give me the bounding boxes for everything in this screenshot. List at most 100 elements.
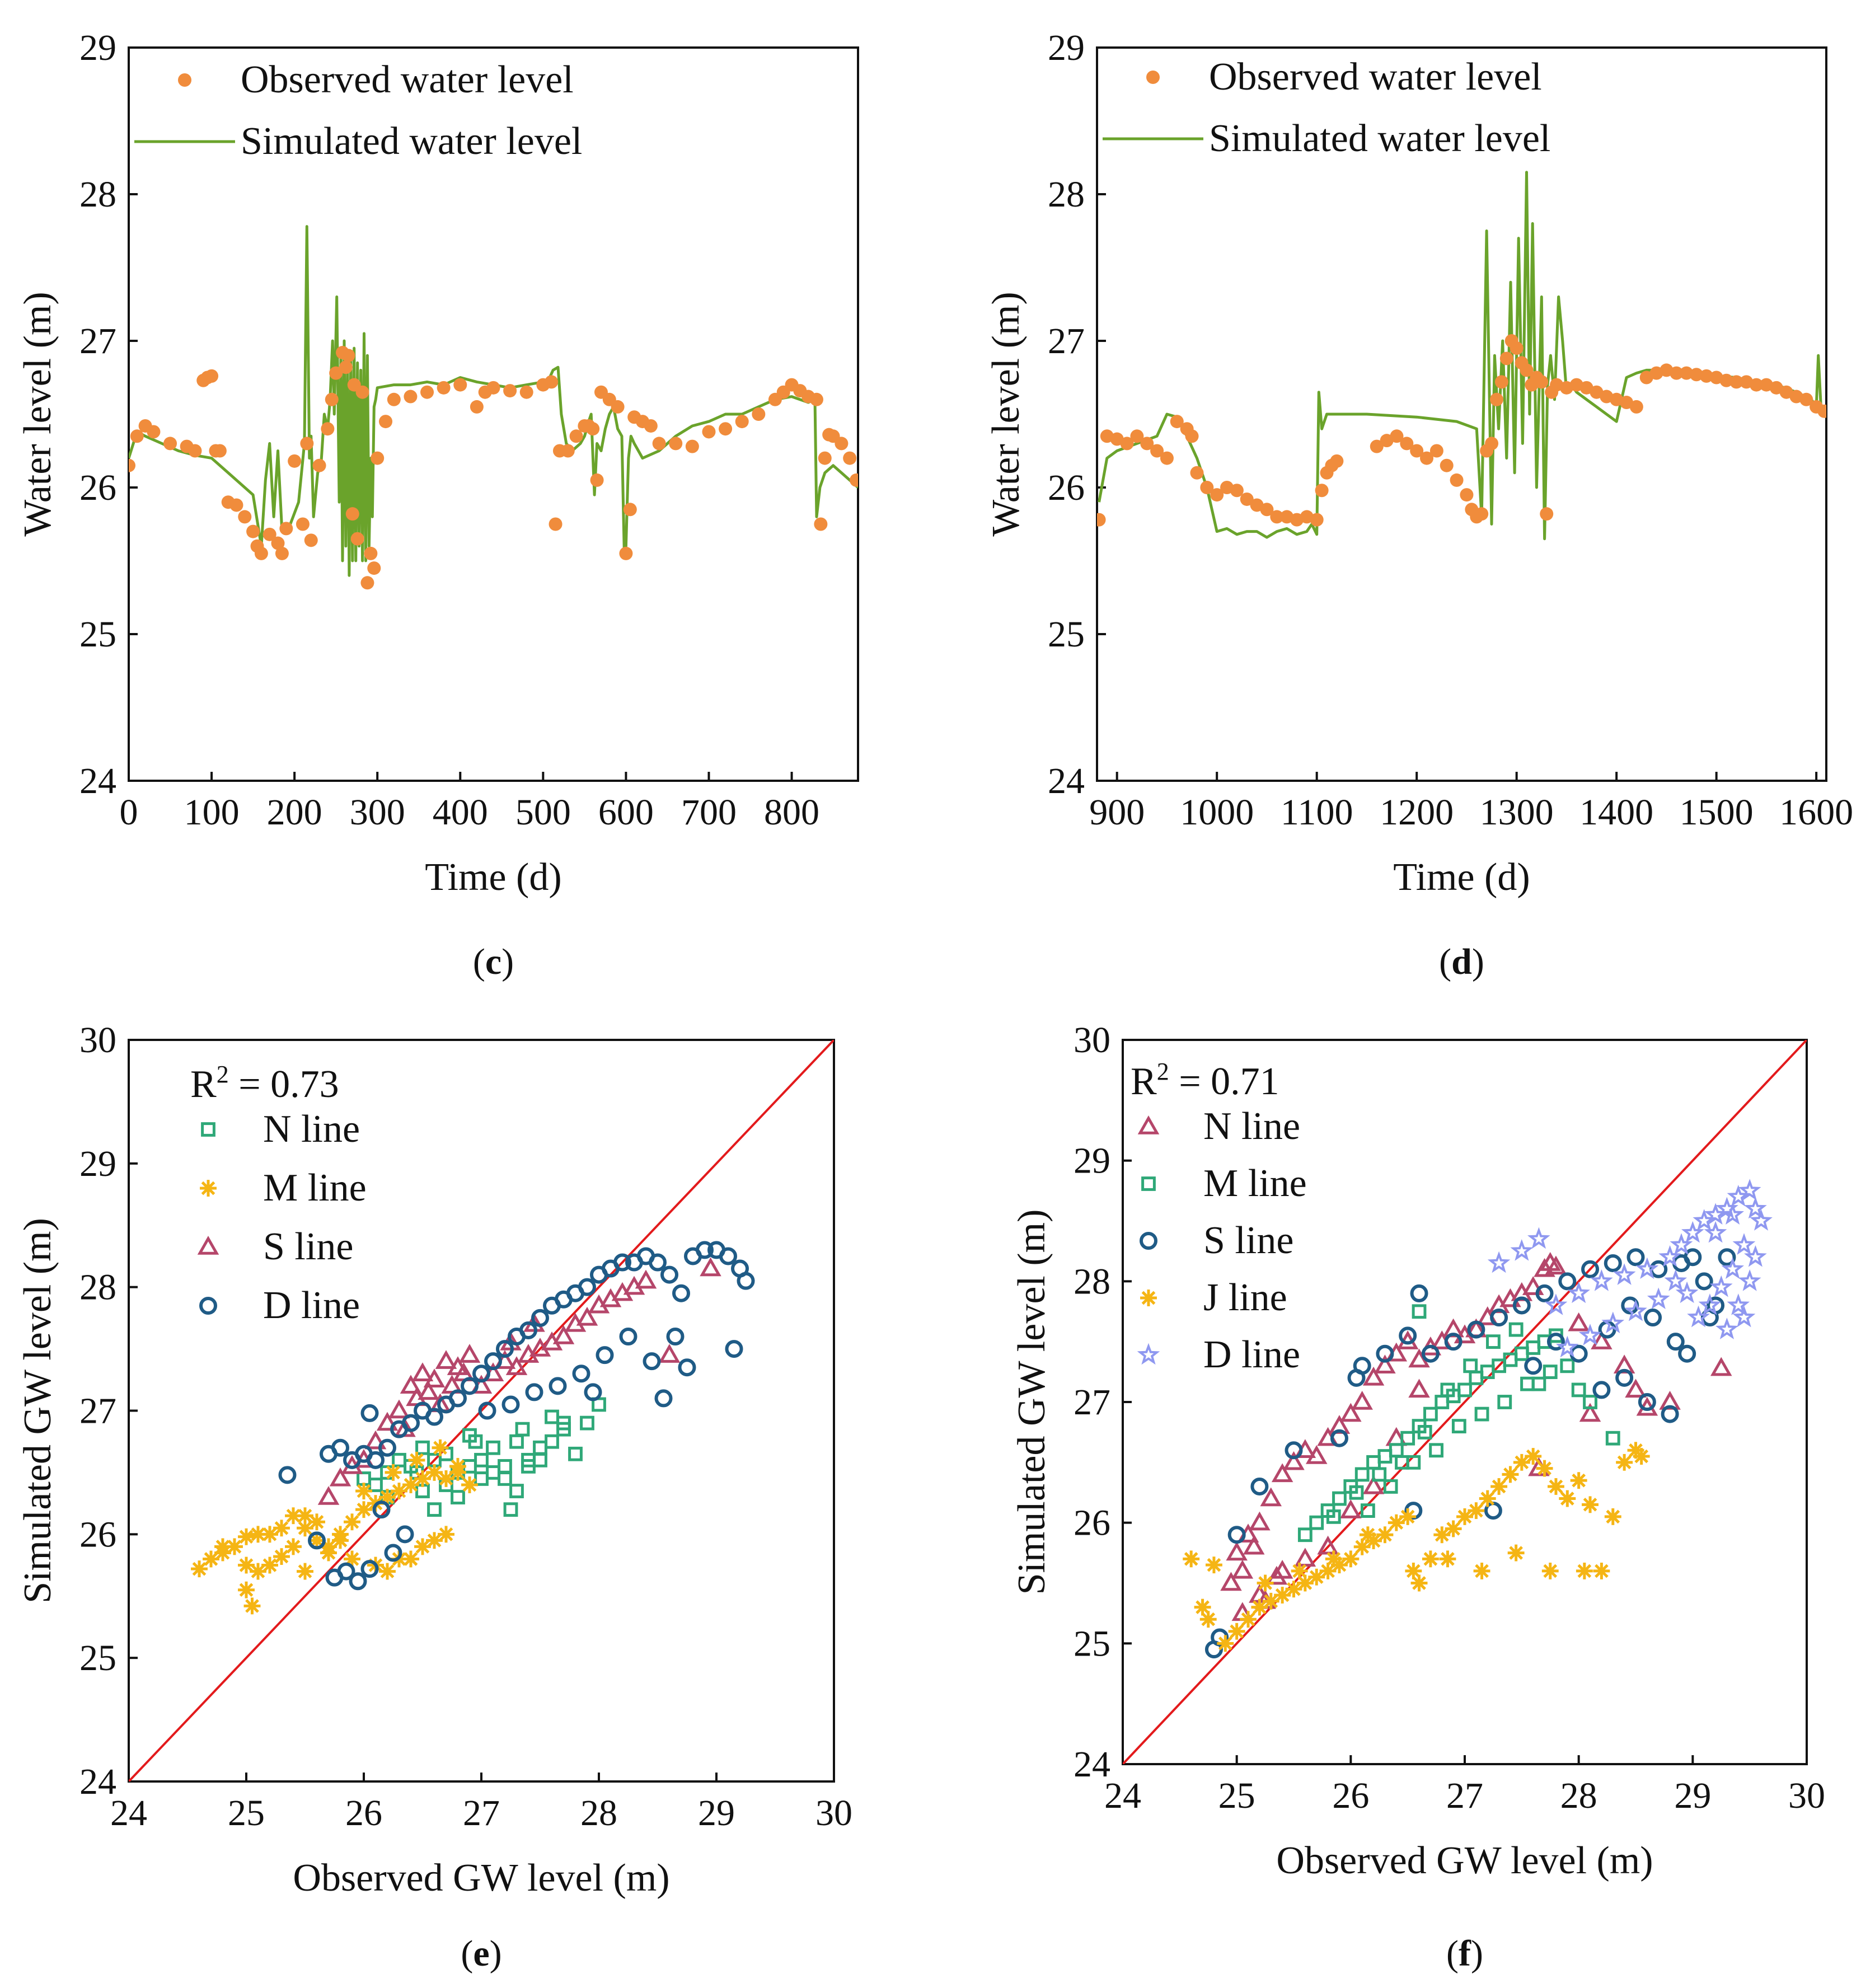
- data-point: [1578, 1324, 1602, 1345]
- data-point: [1633, 1448, 1650, 1465]
- data-point: [1359, 1526, 1376, 1544]
- data-point: [1615, 1368, 1634, 1387]
- x-axis-title: Time (d): [1393, 856, 1530, 899]
- data-point: [1687, 1305, 1710, 1328]
- data-point: [1250, 1477, 1269, 1495]
- data-point: [1721, 1257, 1744, 1279]
- legend-marker: [1137, 1115, 1160, 1134]
- data-point: [531, 1309, 549, 1327]
- data-point: [203, 1550, 219, 1568]
- data-point: [737, 1272, 755, 1290]
- data-point: [1120, 437, 1134, 451]
- data-point: [1699, 369, 1713, 383]
- data-point: [426, 1532, 443, 1549]
- data-point: [1185, 429, 1199, 443]
- data-point: [623, 503, 637, 517]
- x-tick-label: 1100: [1281, 792, 1353, 833]
- data-point: [1309, 1515, 1324, 1530]
- y-tick-label: 27: [79, 321, 116, 362]
- data-point: [451, 1490, 465, 1504]
- y-tick-label: 29: [1048, 27, 1085, 68]
- y-tick-label: 28: [1074, 1261, 1110, 1302]
- legend-label: J line: [1203, 1276, 1287, 1319]
- series-m-line: [1297, 1304, 1620, 1542]
- x-tick-label: 1200: [1380, 792, 1454, 833]
- y-tick-label: 26: [79, 467, 116, 508]
- data-point: [1376, 1526, 1394, 1544]
- data-point: [308, 1531, 326, 1550]
- data-point: [1326, 1509, 1341, 1524]
- data-point: [1205, 1556, 1222, 1574]
- data-point: [1376, 1344, 1394, 1363]
- data-point: [1360, 1503, 1375, 1518]
- x-tick-label: 24: [110, 1793, 147, 1834]
- data-point: [1220, 1572, 1242, 1591]
- data-point: [1571, 1382, 1586, 1398]
- data-point: [1469, 1370, 1484, 1385]
- data-point: [432, 1439, 449, 1456]
- panel-letter: d: [1451, 941, 1472, 982]
- data-point: [509, 1434, 524, 1449]
- data-point: [1297, 1527, 1312, 1542]
- data-point: [835, 437, 849, 451]
- legend-label: S line: [1203, 1219, 1293, 1262]
- data-point: [533, 1440, 547, 1455]
- data-point: [549, 517, 562, 531]
- data-point: [649, 1253, 667, 1272]
- data-point: [312, 458, 326, 472]
- y-tick-label: 25: [79, 614, 116, 655]
- r-squared-label: R2 = 0.71: [1131, 1058, 1279, 1103]
- data-point: [285, 1507, 302, 1525]
- data-point: [572, 1365, 590, 1383]
- data-point: [449, 1389, 467, 1408]
- data-point: [273, 1520, 290, 1537]
- data-point: [660, 1265, 678, 1284]
- panel-d: 900 1000 1100 1200 1300 1400 1500 1600 24 25 26 27 2…: [985, 27, 1853, 982]
- data-point: [1130, 429, 1144, 443]
- data-point: [1353, 1538, 1371, 1555]
- y-axis-title: Water level (m): [16, 292, 59, 536]
- plot-area: [129, 225, 858, 590]
- data-point: [355, 385, 369, 399]
- data-point: [569, 429, 583, 443]
- data-point: [308, 1532, 325, 1549]
- r-squared-symbol: R: [1131, 1060, 1157, 1103]
- x-tick-label: 1300: [1480, 792, 1554, 833]
- data-point: [368, 1478, 383, 1492]
- data-point: [1450, 473, 1464, 487]
- plot-area: [129, 1040, 834, 1781]
- data-point: [474, 1452, 489, 1467]
- data-point: [349, 1572, 367, 1591]
- data-point: [1535, 375, 1549, 389]
- legend-marker: [1146, 71, 1160, 84]
- data-point: [1510, 1239, 1534, 1261]
- data-point: [678, 1358, 696, 1377]
- data-point: [1593, 1562, 1610, 1579]
- y-tick-label: 28: [1048, 174, 1085, 215]
- data-point: [1582, 1496, 1599, 1513]
- data-point: [229, 498, 243, 512]
- data-point: [1231, 1559, 1254, 1579]
- data-point: [1540, 507, 1554, 521]
- data-point: [1170, 415, 1184, 429]
- data-point: [1325, 1550, 1342, 1568]
- data-point: [1395, 1455, 1409, 1470]
- data-point: [360, 576, 374, 590]
- plot-area: [1097, 171, 1826, 541]
- data-point: [458, 1344, 481, 1363]
- data-point: [371, 451, 385, 465]
- x-tick-label: 29: [698, 1793, 735, 1834]
- data-point: [329, 366, 343, 380]
- data-point: [1410, 1284, 1428, 1302]
- data-point: [163, 437, 177, 451]
- data-point: [1150, 444, 1164, 458]
- x-tick-label: 25: [228, 1793, 265, 1834]
- data-point: [1377, 1449, 1393, 1464]
- data-point: [1285, 1441, 1303, 1460]
- panel-letter: c: [485, 941, 501, 982]
- data-point: [1421, 1344, 1440, 1363]
- data-point: [1423, 1406, 1438, 1422]
- legend-label: Observed water level: [1209, 55, 1542, 99]
- data-point: [415, 1440, 430, 1455]
